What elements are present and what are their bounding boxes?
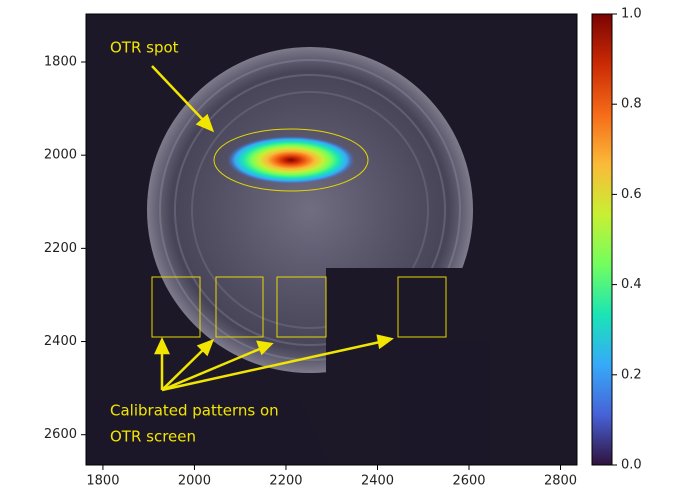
- spot-outline: [213, 128, 369, 192]
- image: [86, 14, 577, 465]
- pattern-boxes: [151, 276, 447, 338]
- x-tick-label: 2600: [452, 474, 485, 489]
- y-tick-label: 1800: [44, 54, 77, 69]
- annotation: OTR spot: [110, 39, 179, 57]
- x-tick-label: 2800: [544, 474, 577, 489]
- colorbar-tick-label: 0.6: [621, 187, 642, 202]
- annotation: OTR screen: [110, 428, 196, 446]
- colorbar-tick-label: 0.4: [621, 277, 642, 292]
- x-tick-label: 2200: [269, 474, 302, 489]
- x-tick-label: 2000: [178, 474, 211, 489]
- x-tick-label: 1800: [86, 474, 119, 489]
- y-tick-label: 2600: [44, 427, 77, 442]
- colorbar: [591, 13, 613, 466]
- y-tick-label: 2200: [44, 241, 77, 256]
- arrows: [151, 65, 394, 392]
- annotation: Calibrated patterns on: [110, 402, 279, 420]
- colorbar-tick-label: 0.8: [621, 97, 642, 112]
- colorbar-tick-label: 0.0: [621, 458, 642, 473]
- plot-frame: [85, 13, 578, 466]
- x-tick-label: 2400: [361, 474, 394, 489]
- y-tick-label: 2400: [44, 334, 77, 349]
- colorbar-tick-label: 1.0: [621, 7, 642, 22]
- y-tick-label: 2000: [44, 148, 77, 163]
- colorbar-tick-label: 0.2: [621, 367, 642, 382]
